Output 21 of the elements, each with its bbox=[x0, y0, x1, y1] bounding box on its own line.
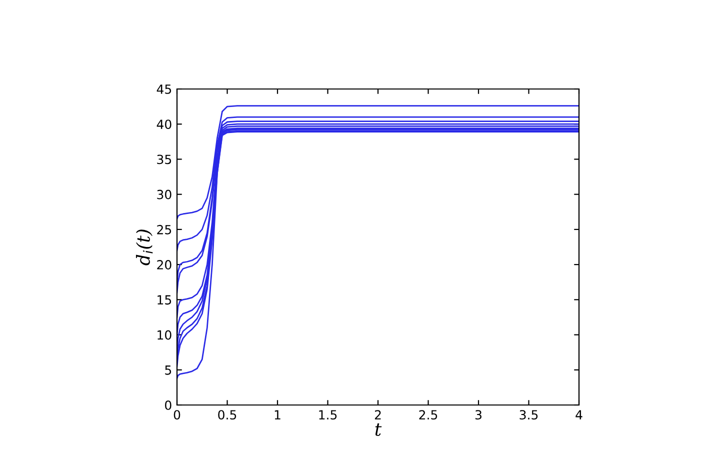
y-tick-label: 40 bbox=[156, 120, 172, 130]
y-tick-label: 10 bbox=[158, 330, 172, 340]
x-tick-label: 4 bbox=[576, 410, 582, 420]
y-tick-label: 25 bbox=[157, 224, 172, 234]
y-tick-label: 20 bbox=[157, 260, 172, 270]
y-tick-label: 35 bbox=[157, 154, 172, 164]
x-tick-label: 1.5 bbox=[319, 410, 337, 420]
x-tick-label: 3 bbox=[475, 410, 482, 420]
x-tick-label: 0.5 bbox=[218, 410, 236, 420]
x-tick-label: 1 bbox=[274, 410, 280, 420]
y-tick-label: 30 bbox=[157, 190, 172, 200]
y-axis-title: d$_{i}$(t) bbox=[136, 230, 153, 266]
x-axis-title: t bbox=[375, 423, 382, 436]
y-tick-label: 45 bbox=[156, 84, 172, 94]
x-tick-label: 2.5 bbox=[419, 410, 438, 420]
x-tick-label: 0 bbox=[174, 410, 180, 420]
y-tick-label: 5 bbox=[165, 366, 172, 375]
y-tick-label: 0 bbox=[165, 400, 172, 410]
x-tick-label: 3.5 bbox=[520, 410, 538, 420]
x-tick-label: 2 bbox=[374, 410, 381, 420]
y-tick-label: 15 bbox=[158, 295, 172, 305]
